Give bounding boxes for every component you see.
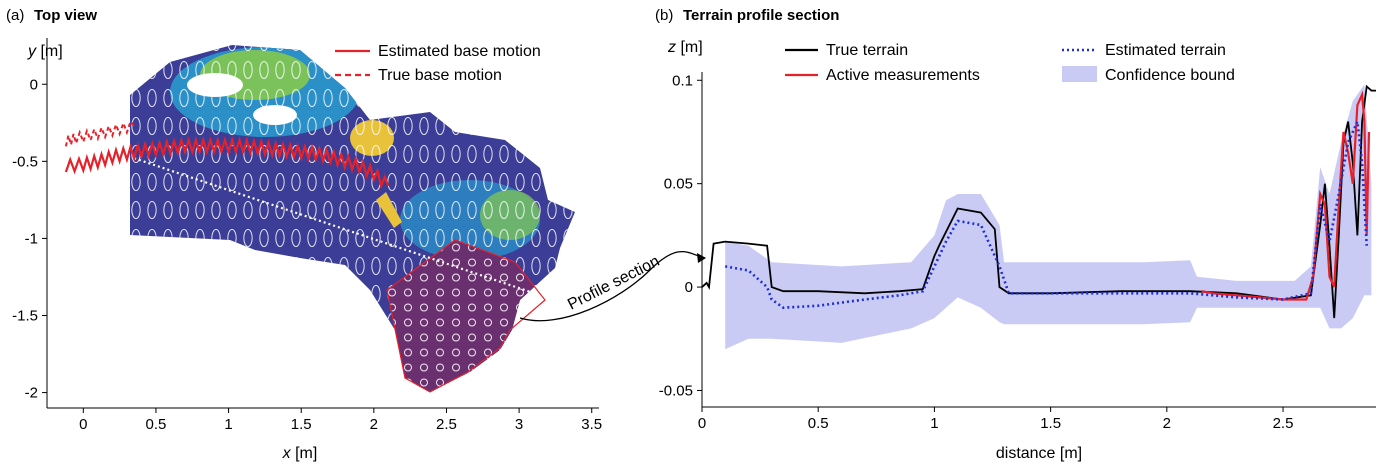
legend-label-estimated-base: Estimated base motion	[378, 43, 541, 60]
active-patch-outline	[386, 239, 546, 393]
active-patch-grid	[387, 240, 545, 392]
x-tick-label: 1	[930, 415, 938, 432]
y-tick-label: 0.05	[664, 176, 693, 193]
heading-arrow-icon	[376, 192, 402, 228]
x-tick-label: 2	[1163, 415, 1171, 432]
axes-a: 0 0.5 1 1.5 2 2.5 3 3.5 0 -0.5 -1 -1.5 -2 x [m] y [m]	[12, 38, 602, 462]
y-tick-label: 0	[685, 279, 693, 296]
x-axis-label: distance [m]	[996, 445, 1082, 462]
series-confidence-bound	[725, 84, 1372, 350]
series-true-terrain	[701, 84, 1376, 319]
y-tick-label: -2	[25, 385, 38, 402]
profile-section-line	[133, 157, 542, 297]
profile-connector	[519, 251, 706, 322]
panel-a-prefix: (a)	[6, 7, 24, 24]
y-tick-label: 0	[30, 76, 38, 93]
y-tick-label: -0.05	[659, 382, 693, 399]
x-tick-label: 1	[224, 416, 232, 433]
x-tick-label: 2	[370, 416, 378, 433]
x-tick-label: 0	[79, 416, 87, 433]
legend-swatch-confidence-bound	[1062, 66, 1097, 82]
series-active-measurements	[1201, 90, 1371, 301]
x-tick-label: 3	[515, 416, 523, 433]
panel-a: (a) Top view 0 0.5 1 1.5 2 2.5 3 3.5 0 -0.5 -1 -1.5…	[6, 7, 706, 462]
y-tick-label: -0.5	[12, 153, 38, 170]
y-axis-label: z [m]	[667, 39, 703, 56]
terrain-map	[130, 45, 575, 392]
x-tick-label: 1.5	[1040, 415, 1061, 432]
axes-b: 0 0.5 1 1.5 2 2.5 0.1 0.05 0 -0.05 distance [m] z […	[659, 39, 1376, 462]
legend-label-estimated-terrain: Estimated terrain	[1105, 42, 1226, 59]
panel-a-title: Top view	[34, 7, 97, 24]
x-tick-label: 0.5	[146, 416, 167, 433]
legend-label-active-measurements: Active measurements	[826, 67, 980, 84]
x-tick-label: 0	[698, 415, 706, 432]
series-estimated-base-motion	[64, 136, 390, 190]
series-true-base-motion	[64, 119, 135, 147]
x-tick-label: 3.5	[581, 416, 602, 433]
panel-b: (b) Terrain profile section 0 0.5 1 1.5 2 2.5…	[655, 7, 1376, 462]
y-tick-label: 0.1	[672, 72, 693, 89]
panel-b-prefix: (b)	[655, 7, 673, 24]
profile-section-label: Profile section	[565, 253, 662, 314]
x-tick-label: 1.5	[291, 416, 312, 433]
y-tick-label: -1	[25, 230, 38, 247]
x-tick-label: 0.5	[808, 415, 829, 432]
legend-a: Estimated base motion True base motion	[335, 43, 541, 84]
x-tick-label: 2.5	[436, 416, 457, 433]
x-axis-label: x [m]	[282, 445, 318, 462]
legend-label-true-base: True base motion	[378, 67, 502, 84]
y-axis-label: y [m]	[27, 43, 63, 60]
legend-label-true-terrain: True terrain	[826, 42, 908, 59]
legend-b: True terrain Active measurements Estimat…	[785, 42, 1235, 84]
legend-label-confidence-bound: Confidence bound	[1105, 67, 1235, 84]
y-tick-label: -1.5	[12, 308, 38, 325]
panel-b-title: Terrain profile section	[683, 7, 839, 24]
x-tick-label: 2.5	[1273, 415, 1294, 432]
uncertainty-ellipses	[130, 45, 575, 392]
